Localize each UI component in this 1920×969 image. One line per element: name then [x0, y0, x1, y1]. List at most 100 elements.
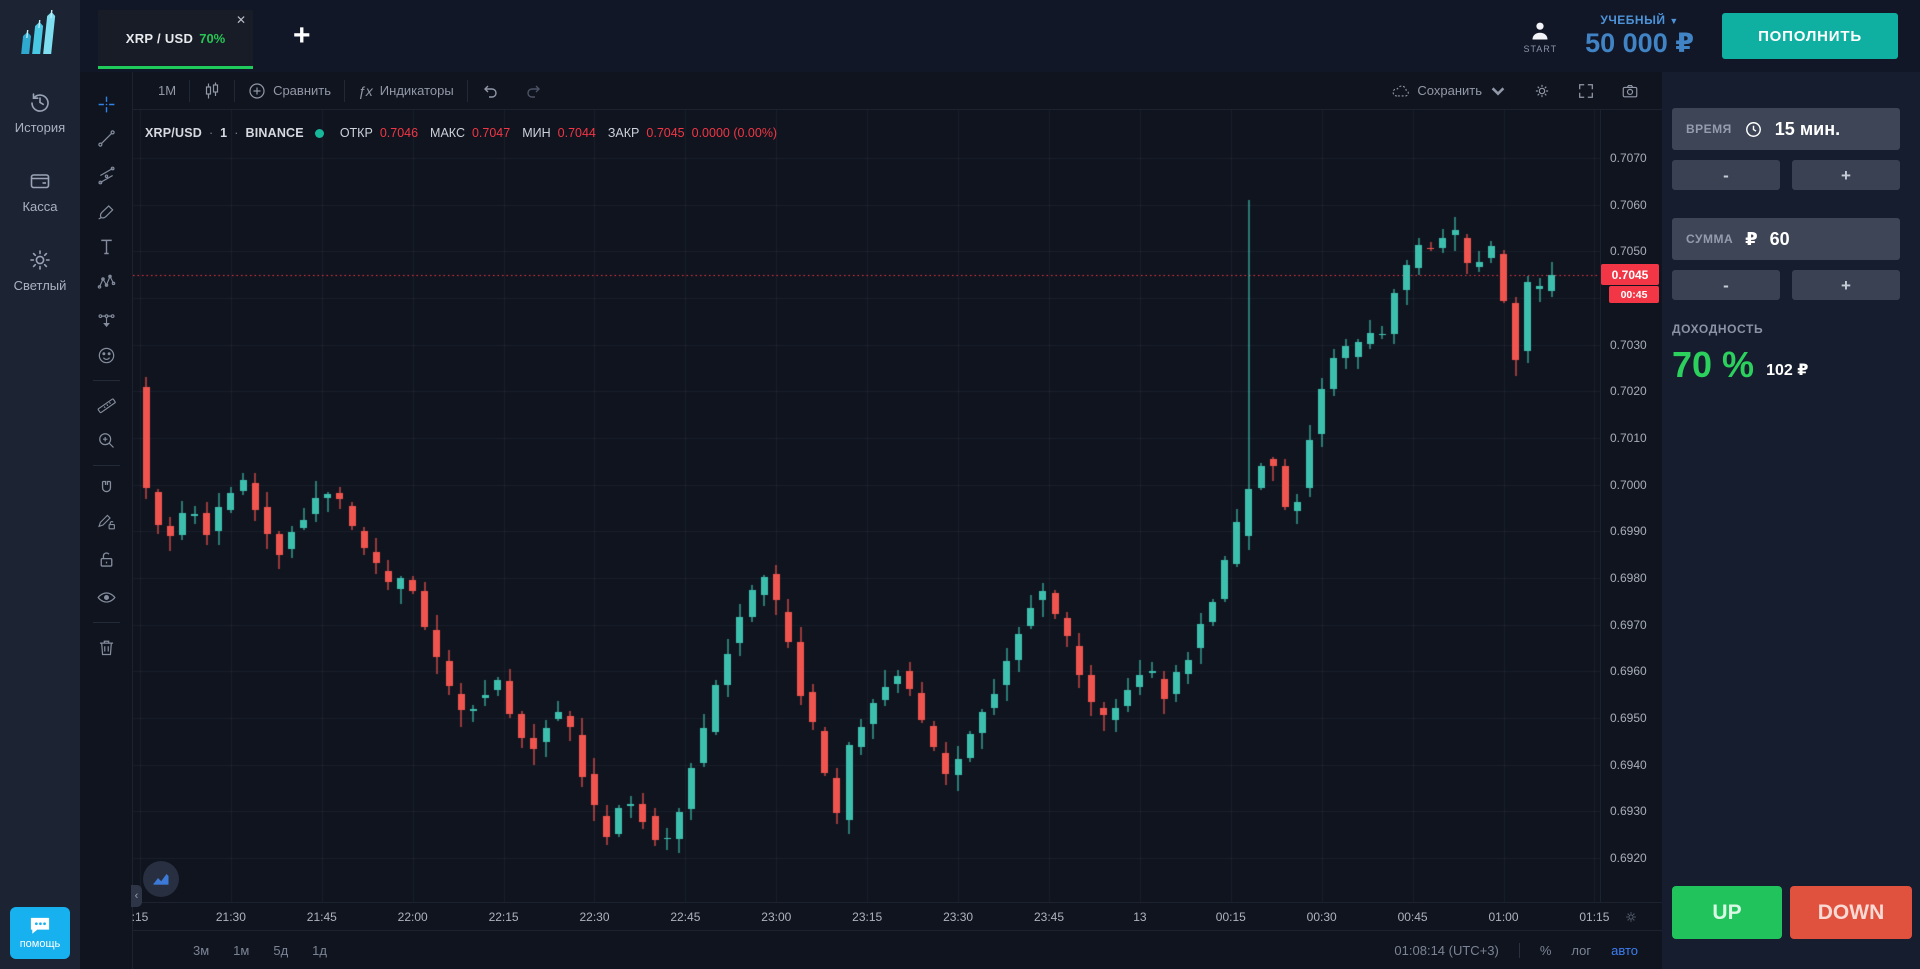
legend-open-label: ОТКР: [339, 126, 373, 140]
range-button-1d[interactable]: 1д: [312, 942, 327, 958]
ruler-tool-icon[interactable]: [91, 390, 121, 420]
trade-buttons: UP DOWN: [1662, 886, 1912, 939]
toolbar-separator: [234, 79, 236, 102]
down-button[interactable]: DOWN: [1790, 886, 1912, 939]
legend-symbol[interactable]: XRP/USD: [145, 126, 202, 140]
time-field[interactable]: ВРЕМЯ 15 мин.: [1672, 108, 1900, 150]
sidebar-item-history[interactable]: История: [0, 90, 80, 135]
topbar-right: START УЧЕБНЫЙ ▼ 50 000 ₽ ПОПОЛНИТЬ: [1523, 0, 1898, 72]
price-tick-label: 0.6950: [1610, 711, 1647, 725]
toolbar-separator: [344, 79, 345, 102]
asset-tab-symbol: XRP / USD: [125, 30, 194, 46]
asset-tab[interactable]: XRP / USD 70% ✕: [98, 10, 253, 69]
up-button[interactable]: UP: [1672, 886, 1782, 939]
range-button-1m[interactable]: 1м: [233, 942, 250, 958]
screenshot-button[interactable]: [1608, 79, 1652, 103]
chevron-down-icon: [1491, 86, 1505, 95]
hide-all-eye-icon[interactable]: [91, 582, 121, 612]
balance-block[interactable]: УЧЕБНЫЙ ▼ 50 000 ₽: [1585, 13, 1694, 59]
trade-panel: ВРЕМЯ 15 мин. - + СУММА ₽ 60 - +: [1662, 72, 1920, 969]
price-tick-label: 0.7060: [1610, 197, 1647, 212]
legend-open-value: 0.7046: [379, 126, 419, 140]
time-tick-label: 22:45: [670, 909, 701, 924]
time-tick-label: 13: [1133, 909, 1147, 924]
exchange-watermark-icon[interactable]: [143, 861, 179, 897]
range-button-5d[interactable]: 5д: [273, 942, 289, 958]
save-layout-button[interactable]: Сохранить: [1379, 79, 1520, 103]
magnet-tool-icon[interactable]: [91, 473, 121, 503]
brand-logo-icon: [21, 10, 56, 54]
compare-button[interactable]: Сравнить: [235, 79, 344, 103]
clock-utc-label[interactable]: 01:08:14 (UTC+3): [1394, 942, 1499, 958]
chart-settings-button[interactable]: [1520, 79, 1564, 103]
log-scale-button[interactable]: лог: [1571, 942, 1592, 958]
emoji-tool-icon[interactable]: [91, 340, 121, 370]
gear-small-icon: [1626, 911, 1636, 922]
top-bar: XRP / USD 70% ✕ + START УЧЕБНЫЙ ▼: [80, 0, 1920, 72]
payout-amount-value: 102 ₽: [1766, 362, 1809, 379]
amount-field[interactable]: СУММА ₽ 60: [1672, 218, 1900, 260]
account-type-label[interactable]: УЧЕБНЫЙ: [1600, 13, 1666, 27]
asset-tab-payout: 70%: [199, 30, 226, 46]
deposit-button[interactable]: ПОПОЛНИТЬ: [1722, 13, 1898, 59]
toolbar-collapse-handle[interactable]: ‹: [131, 885, 142, 907]
user-account-button[interactable]: START: [1523, 19, 1557, 54]
price-tick-label: 0.7070: [1610, 151, 1647, 165]
undo-button[interactable]: [468, 79, 512, 103]
amount-field-value: 60: [1769, 228, 1790, 249]
indicators-button[interactable]: ƒx Индикаторы: [345, 79, 467, 103]
drawing-mode-lock-icon[interactable]: [91, 506, 121, 536]
price-tick-label: 0.6990: [1610, 524, 1647, 539]
time-tick-label: 00:15: [1215, 909, 1246, 924]
chart-main: 1M Сравнить: [80, 72, 1662, 969]
gann-fib-tool-icon[interactable]: [91, 160, 121, 190]
help-button[interactable]: помощь: [10, 907, 70, 959]
camera-icon: [1622, 84, 1638, 97]
chart-style-button[interactable]: [190, 79, 234, 103]
add-tab-button[interactable]: +: [293, 19, 311, 52]
drawing-toolbar: [80, 72, 133, 969]
time-increase-button[interactable]: +: [1792, 160, 1900, 190]
price-tick-label: 0.7020: [1610, 384, 1647, 399]
amount-stepper: - +: [1672, 270, 1900, 300]
price-scale[interactable]: 0.7045 00:45 0.7070 0.7060 0.7050 0.7030 0.7…: [1600, 110, 1662, 902]
sidebar-item-theme[interactable]: Светлый: [0, 248, 80, 293]
text-tool-icon[interactable]: [91, 231, 121, 261]
price-tick-label: 0.6940: [1610, 757, 1647, 772]
timescale-settings-corner[interactable]: [1600, 903, 1662, 930]
amount-increase-button[interactable]: +: [1792, 270, 1900, 300]
time-scale[interactable]: :15 21:30 21:45 22:00 22:15 22:30 22:45 23:00 23…: [132, 902, 1662, 930]
fullscreen-button[interactable]: [1564, 79, 1608, 103]
legend-interval: 1: [220, 126, 228, 140]
tab-close-icon[interactable]: ✕: [235, 13, 246, 27]
percent-scale-button[interactable]: %: [1539, 942, 1552, 958]
legend-change-value: 0.0000 (0.00%): [691, 126, 778, 140]
time-decrease-button[interactable]: -: [1672, 160, 1780, 190]
price-tick-label: 0.6980: [1610, 571, 1647, 585]
brush-tool-icon[interactable]: [91, 197, 121, 227]
candles-style-icon: [205, 82, 219, 98]
content-row: 1M Сравнить: [80, 72, 1920, 969]
ruble-icon: ₽: [1745, 228, 1758, 249]
interval-button[interactable]: 1M: [145, 79, 189, 103]
sidebar-item-label: Касса: [22, 199, 58, 214]
crosshair-tool-icon[interactable]: [91, 89, 121, 119]
lock-all-tool-icon[interactable]: [91, 544, 121, 574]
trend-line-tool-icon[interactable]: [91, 123, 121, 153]
forecast-tool-icon[interactable]: [91, 305, 121, 335]
candlestick-chart-canvas[interactable]: [133, 110, 1600, 902]
interval-label: 1M: [158, 83, 177, 98]
redo-button[interactable]: [512, 79, 556, 103]
payout-row: 70 % 102 ₽: [1672, 344, 1900, 386]
auto-scale-button[interactable]: авто: [1611, 942, 1638, 958]
xabcd-pattern-tool-icon[interactable]: [91, 267, 121, 297]
balance-amount: 50 000 ₽: [1585, 28, 1694, 58]
range-button-3m[interactable]: 3м: [193, 942, 210, 958]
sidebar-item-cashier[interactable]: Касса: [0, 169, 80, 214]
amount-decrease-button[interactable]: -: [1672, 270, 1780, 300]
time-field-value: 15 мин.: [1774, 118, 1841, 139]
remove-drawings-trash-icon[interactable]: [91, 632, 121, 662]
zoom-in-tool-icon[interactable]: [91, 425, 121, 455]
redo-icon: [527, 85, 540, 98]
